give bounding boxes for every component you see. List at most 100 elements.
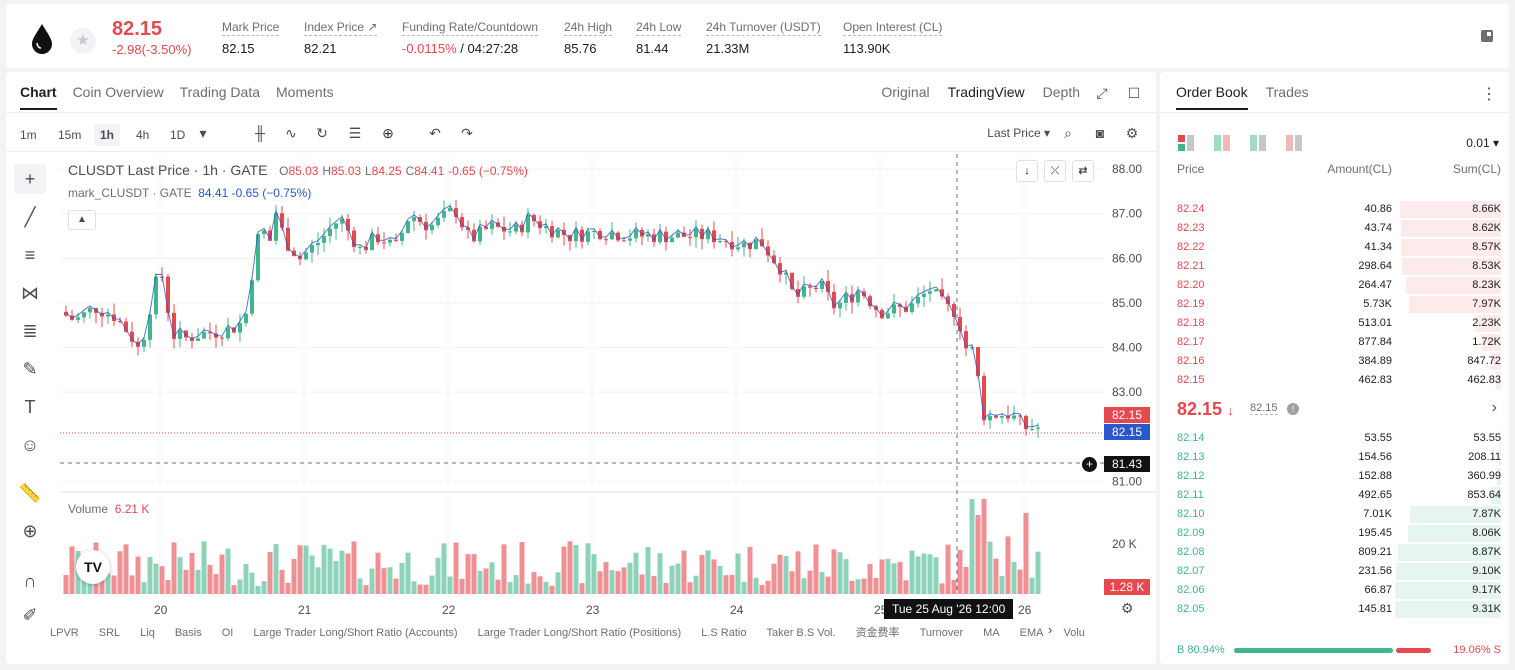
view-original[interactable]: Original <box>881 84 930 100</box>
stat-index-price[interactable]: Index Price ↗ 82.21 <box>304 20 378 56</box>
indicators-icon[interactable]: ∿ <box>285 125 297 141</box>
view-tradingview[interactable]: TradingView <box>947 84 1025 100</box>
indicator-8[interactable]: Taker B.S Vol. <box>766 627 836 639</box>
indicator-10[interactable]: Turnover <box>919 627 964 639</box>
brush-icon[interactable]: ✎ <box>22 359 38 379</box>
refresh-icon[interactable]: ↻ <box>316 125 328 141</box>
tf-1h[interactable]: 1h <box>94 124 121 146</box>
volume-bar <box>735 553 741 594</box>
collapse-pane-button[interactable]: ⤫ <box>1044 160 1066 182</box>
indicator-9[interactable]: 资金费率 <box>855 627 900 639</box>
indicator-0[interactable]: LPVR <box>50 627 79 639</box>
add-alert-icon[interactable]: ⊕ <box>382 125 394 141</box>
tab-trades[interactable]: Trades <box>1265 84 1309 100</box>
volume-bar <box>669 565 675 594</box>
volume-bar <box>579 583 585 594</box>
indicator-12[interactable]: EMA <box>1019 627 1044 639</box>
chevron-down-icon[interactable]: ▾ <box>199 125 207 141</box>
pattern-icon[interactable]: ⋈ <box>21 283 39 303</box>
book-row[interactable]: 82.24 40.86 8.66K <box>1160 200 1509 219</box>
text-icon[interactable]: T <box>24 397 36 417</box>
pencil-lock-icon[interactable]: ✐ <box>22 605 38 625</box>
emoji-icon[interactable]: ☺ <box>20 435 40 455</box>
indicator-3[interactable]: Basis <box>174 627 202 639</box>
book-row[interactable]: 82.21 298.64 8.53K <box>1160 257 1509 276</box>
book-row[interactable]: 82.20 264.47 8.23K <box>1160 276 1509 295</box>
precision-select[interactable]: 0.01 ▾ <box>1466 136 1499 150</box>
book-row[interactable]: 82.16 384.89 847.72 <box>1160 352 1509 371</box>
redo-icon[interactable]: ↷ <box>461 125 473 141</box>
view-depth[interactable]: Depth <box>1042 84 1080 100</box>
gear-icon[interactable]: ⚙ <box>1125 125 1139 141</box>
book-row[interactable]: 82.09 195.45 8.06K <box>1160 524 1509 543</box>
indicator-4[interactable]: OI <box>221 627 234 639</box>
volume-bar <box>369 568 375 594</box>
maximize-pane-button[interactable]: ⇄ <box>1072 160 1094 182</box>
expand-icon[interactable]: ⤢ <box>1096 85 1108 101</box>
magnet-icon[interactable]: ∩ <box>23 571 37 591</box>
tab-chart[interactable]: Chart <box>20 84 57 110</box>
tf-1d[interactable]: 1D <box>170 128 186 142</box>
book-row[interactable]: 82.13 154.56 208.11 <box>1160 448 1509 467</box>
indicator-13[interactable]: Volu <box>1063 627 1085 639</box>
chevron-right-icon[interactable]: › <box>1048 622 1053 637</box>
crosshair-icon[interactable]: + <box>14 164 46 194</box>
window-icon[interactable]: ☐ <box>1127 85 1141 101</box>
book-row[interactable]: 82.18 513.01 2.23K <box>1160 314 1509 333</box>
chevron-right-icon[interactable]: › <box>1491 399 1497 416</box>
camera-icon[interactable]: ◙ <box>1095 125 1105 141</box>
tf-4h[interactable]: 4h <box>136 128 150 142</box>
tab-coin-overview[interactable]: Coin Overview <box>72 84 164 100</box>
book-row[interactable]: 82.06 66.87 9.17K <box>1160 581 1509 600</box>
favorite-star-icon[interactable]: ★ <box>70 28 96 54</box>
volume-bar <box>351 541 357 594</box>
indicator-11[interactable]: MA <box>983 627 1000 639</box>
indicator-2[interactable]: Liq <box>140 627 155 639</box>
add-order-icon[interactable]: + <box>1082 457 1097 472</box>
drawing-toolbar: + ╱ ≡ ⋈ ≣ ✎ T ☺ 📏 ⊕ ∩ ✐ <box>6 154 54 664</box>
book-row[interactable]: 82.05 145.81 9.31K <box>1160 600 1509 619</box>
tab-moments[interactable]: Moments <box>276 84 334 100</box>
book-row[interactable]: 82.22 41.34 8.57K <box>1160 238 1509 257</box>
candlestick-chart[interactable]: 88.00 87.00 86.00 85.00 84.00 83.00 81.00 20 K 2… <box>60 154 1156 624</box>
trendline-icon[interactable]: ╱ <box>24 207 36 227</box>
book-row[interactable]: 82.19 5.73K 7.97K <box>1160 295 1509 314</box>
candle <box>826 281 830 292</box>
book-row[interactable]: 82.07 231.56 9.10K <box>1160 562 1509 581</box>
book-row[interactable]: 82.08 809.21 8.87K <box>1160 543 1509 562</box>
book-row[interactable]: 82.14 53.55 53.55 <box>1160 429 1509 448</box>
book-row[interactable]: 82.15 462.83 462.83 <box>1160 371 1509 390</box>
last-price-select[interactable]: Last Price ▾ <box>987 126 1050 140</box>
book-view-icons[interactable] <box>1178 135 1318 151</box>
undo-icon[interactable]: ↶ <box>429 125 441 141</box>
more-icon[interactable]: ⋮ <box>1481 86 1497 103</box>
tradingview-logo[interactable]: TV <box>76 550 110 584</box>
search-icon[interactable]: ⌕ <box>1064 125 1072 141</box>
book-row[interactable]: 82.23 43.74 8.62K <box>1160 219 1509 238</box>
candle <box>1024 415 1028 430</box>
book-row[interactable]: 82.12 152.88 360.99 <box>1160 467 1509 486</box>
tf-15m[interactable]: 15m <box>58 128 82 142</box>
indicator-1[interactable]: SRL <box>98 627 121 639</box>
axis-settings-icon[interactable]: ⚙ <box>1121 600 1134 616</box>
indicator-7[interactable]: L.S Ratio <box>701 627 747 639</box>
tf-1m[interactable]: 1m <box>20 128 37 142</box>
book-row[interactable]: 82.11 492.65 853.64 <box>1160 486 1509 505</box>
tab-order-book[interactable]: Order Book <box>1176 84 1248 110</box>
indicator-5[interactable]: Large Trader Long/Short Ratio (Accounts) <box>253 627 458 639</box>
collapse-legend-button[interactable]: ▲ <box>68 210 96 230</box>
template-icon[interactable]: ☰ <box>348 125 362 141</box>
indicator-6[interactable]: Large Trader Long/Short Ratio (Positions… <box>477 627 682 639</box>
book-icon[interactable] <box>1479 28 1495 44</box>
scroll-down-button[interactable]: ↓ <box>1016 160 1038 182</box>
book-row[interactable]: 82.17 877.84 1.72K <box>1160 333 1509 352</box>
book-row[interactable]: 82.10 7.01K 7.87K <box>1160 505 1509 524</box>
fib-icon[interactable]: ≣ <box>22 321 38 341</box>
book-price: 82.13 <box>1177 451 1205 463</box>
horizontal-lines-icon[interactable]: ≡ <box>24 245 36 265</box>
zoom-in-icon[interactable]: ⊕ <box>22 521 38 541</box>
book-price: 82.19 <box>1177 298 1205 310</box>
tab-trading-data[interactable]: Trading Data <box>179 84 261 100</box>
candle-type-icon[interactable]: ╫ <box>255 125 265 141</box>
ruler-icon[interactable]: 📏 <box>18 483 42 503</box>
